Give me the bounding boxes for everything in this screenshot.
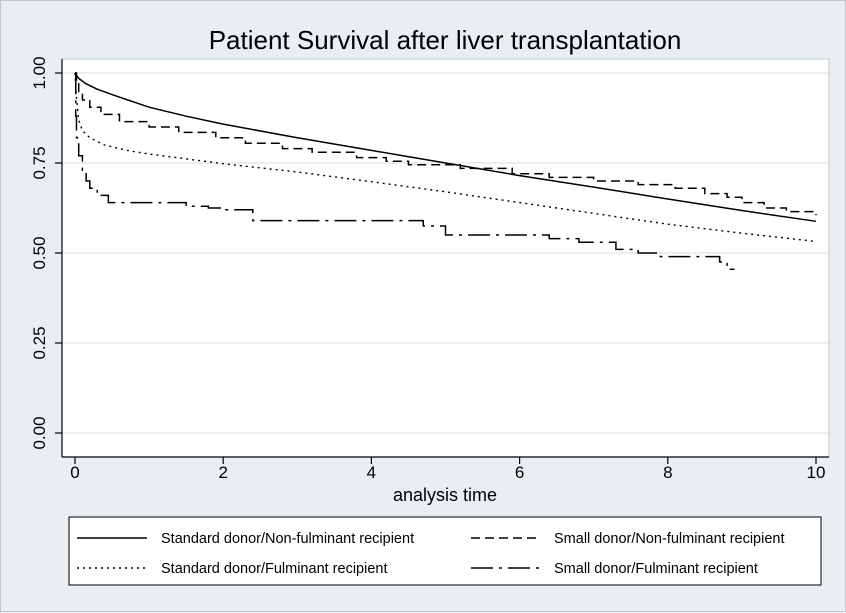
legend-label-2: Small donor/Non-fulminant recipient (554, 531, 785, 547)
legend-box (68, 516, 822, 586)
x-tick-label: 8 (663, 463, 672, 482)
axis-ticks: 0.00 0.25 0.50 0.75 1.00 0 2 4 6 8 10 (30, 56, 825, 482)
plot-area (61, 58, 830, 458)
legend: Standard donor/Non-fulminant recipient Sm… (77, 531, 785, 577)
y-tick-label: 1.00 (30, 56, 49, 89)
legend-label-4: Small donor/Fulminant recipient (554, 561, 758, 577)
x-tick-label: 2 (218, 463, 227, 482)
y-tick-label: 0.00 (30, 416, 49, 449)
series-line-1 (74, 72, 817, 223)
x-tick-label: 10 (807, 463, 826, 482)
series-line-3 (74, 72, 817, 243)
series-line-4 (74, 72, 735, 270)
legend-label-1: Standard donor/Non-fulminant recipient (161, 531, 414, 547)
x-tick-label: 0 (70, 463, 79, 482)
series-line-2 (75, 72, 817, 216)
gridlines (63, 72, 828, 434)
x-axis-label: analysis time (393, 485, 497, 505)
y-tick-label: 0.50 (30, 236, 49, 269)
x-tick-label: 4 (367, 463, 376, 482)
y-tick-label: 0.25 (30, 326, 49, 359)
series-lines (74, 72, 817, 270)
chart-title: Patient Survival after liver transplanta… (209, 25, 682, 55)
legend-label-3: Standard donor/Fulminant recipient (161, 561, 388, 577)
y-tick-label: 0.75 (30, 146, 49, 179)
x-tick-label: 6 (515, 463, 524, 482)
